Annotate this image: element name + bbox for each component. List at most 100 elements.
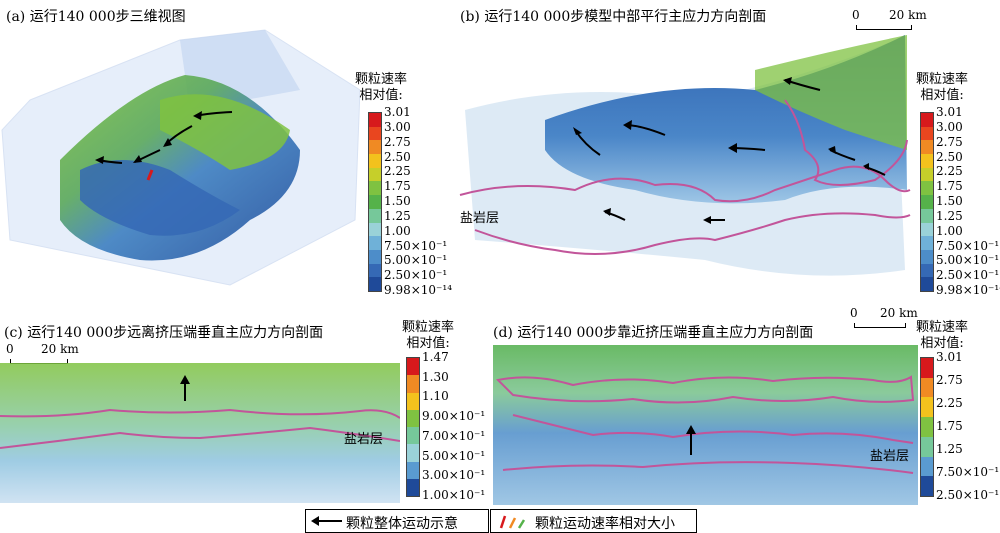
colorbar-segment: [921, 140, 933, 155]
colorbar-segment: [921, 358, 933, 378]
colorbar-segment: [921, 222, 933, 237]
colorbar-segment: [921, 377, 933, 398]
panel-c: (c) 运行140 000步远离挤压端垂直主应力方向剖面 0 20 km 盐岩层: [0, 318, 405, 503]
salt-layer-label-d: 盐岩层: [870, 449, 910, 464]
colorbar-tick-label: 5.00×10⁻¹: [936, 253, 1000, 268]
colorbar-tick-label: 5.00×10⁻¹: [422, 448, 486, 463]
colorbar-tick-label: 2.25: [936, 164, 963, 179]
colored-arrows-icon: [499, 515, 526, 529]
colorbar-tick-label: 2.50: [936, 149, 963, 164]
colorbar-segment: [369, 113, 381, 127]
colorbar-segment: [369, 263, 381, 278]
colorbar-segment: [407, 409, 419, 427]
colorbar-tick-label: 1.30: [422, 369, 449, 384]
colorbar-tick-label: 9.98×10⁻¹⁴: [936, 283, 1000, 297]
colorbar-tick-label: 7.50×10⁻¹: [936, 465, 1000, 479]
panel-d-section: [493, 345, 918, 505]
colorbar-tick-label: 1.00: [384, 223, 411, 238]
panel-b-title: (b) 运行140 000步模型中部平行主应力方向剖面: [460, 9, 767, 25]
colorbar-tick-label: 2.25: [384, 164, 411, 179]
colorbar-c-title-line1: 颗粒速率: [402, 320, 455, 335]
scale-bar-b-label: 20 km: [889, 8, 927, 22]
colorbar-segment: [369, 154, 381, 168]
scale-bar-c: 0 20 km: [6, 342, 96, 364]
panel-d-title: (d) 运行140 000步靠近挤压端垂直主应力方向剖面: [493, 325, 814, 341]
colorbar-tick-label: 1.75: [384, 179, 411, 194]
colorbar-tick-label: 1.75: [936, 179, 963, 194]
colorbar-tick-label: 3.00: [384, 119, 411, 134]
colorbar-c: [406, 357, 420, 497]
colorbar-tick-label: 2.50×10⁻¹: [936, 488, 1000, 502]
colorbar-segment: [921, 113, 933, 127]
colorbar-c-title: 颗粒速率 相对值:: [402, 320, 454, 352]
colorbar-segment: [369, 140, 381, 155]
colorbar-segment: [921, 476, 933, 496]
colorbar-tick-label: 7.00×10⁻¹: [422, 428, 486, 443]
colorbar-tick-label: 2.50×10⁻¹: [936, 268, 1000, 283]
colorbar-segment: [369, 195, 381, 209]
scale-bar-d-line: [854, 323, 906, 328]
colorbar-tick-label: 9.98×10⁻¹⁴: [384, 283, 452, 297]
colorbar-tick-label: 1.10: [422, 389, 449, 404]
colorbar-d-title-line2: 相对值:: [920, 336, 964, 351]
colorbar-tick-label: 3.00×10⁻¹: [422, 468, 486, 483]
colorbar-tick-label: 2.25: [936, 396, 963, 410]
legend-arrow-text: 颗粒整体运动示意: [346, 516, 458, 532]
colorbar-segment: [369, 222, 381, 237]
panel-a-title: (a) 运行140 000步三维视图: [6, 9, 186, 25]
colorbar-b: [920, 112, 934, 292]
panel-b-section: [459, 35, 911, 276]
colorbar-segment: [921, 397, 933, 418]
colorbar-tick-label: 1.25: [384, 208, 411, 223]
colorbar-segment: [369, 167, 381, 182]
legend-arrow-box: 颗粒整体运动示意: [305, 509, 489, 533]
colorbar-segment: [921, 181, 933, 196]
colorbar-tick-label: 3.01: [936, 350, 963, 364]
panel-c-title: (c) 运行140 000步远离挤压端垂直主应力方向剖面: [4, 325, 324, 341]
colorbar-tick-label: 3.01: [384, 105, 411, 119]
colorbar-segment: [921, 154, 933, 168]
colorbar-segment: [921, 236, 933, 250]
colorbar-segment: [921, 436, 933, 457]
colorbar-segment: [369, 249, 381, 264]
colorbar-tick-label: 1.50: [384, 194, 411, 208]
legend-rate-text: 颗粒运动速率相对大小: [535, 516, 675, 532]
scale-bar-c-zero: 0: [6, 342, 14, 356]
colorbar-tick-label: 1.00: [936, 223, 963, 238]
colorbar-tick-label: 2.75: [936, 373, 963, 387]
legend-rate-box: 颗粒运动速率相对大小: [490, 509, 697, 533]
colorbar-a-title-line1: 颗粒速率: [355, 72, 408, 87]
panel-a: (a) 运行140 000步三维视图: [0, 0, 390, 290]
colorbar-segment: [921, 263, 933, 278]
colorbar-segment: [921, 249, 933, 264]
colorbar-segment: [369, 126, 381, 141]
colorbar-tick-label: 2.75: [384, 134, 411, 149]
colorbar-tick-label: 1.25: [936, 442, 963, 456]
colorbar-tick-label: 1.25: [936, 208, 963, 223]
colorbar-segment: [407, 375, 419, 393]
colorbar-d: [920, 357, 934, 497]
colorbar-segment: [369, 236, 381, 250]
colorbar-segment: [921, 277, 933, 291]
colorbar-segment: [369, 208, 381, 223]
colorbar-segment: [407, 392, 419, 410]
salt-layer-label-c: 盐岩层: [344, 432, 384, 447]
colorbar-segment: [921, 417, 933, 437]
panel-c-section: [0, 363, 400, 503]
panel-d: (d) 运行140 000步靠近挤压端垂直主应力方向剖面 0 20 km 盐岩层: [493, 306, 923, 505]
scale-bar-d-zero: 0: [850, 306, 858, 320]
colorbar-segment: [921, 456, 933, 477]
scale-bar-b: 0 20 km: [852, 8, 942, 30]
salt-layer-label-b: 盐岩层: [460, 211, 500, 226]
colorbar-segment: [407, 444, 419, 462]
colorbar-segment: [407, 427, 419, 445]
colorbar-a-title-line2: 相对值:: [359, 88, 403, 103]
scale-bar-b-line: [856, 25, 912, 30]
scale-bar-b-zero: 0: [852, 8, 860, 22]
colorbar-tick-label: 7.50×10⁻¹: [384, 238, 448, 253]
colorbar-tick-label: 2.50: [384, 149, 411, 164]
scale-bar-d-label: 20 km: [880, 306, 918, 320]
colorbar-tick-label: 1.47: [422, 350, 449, 364]
colorbar-tick-label: 1.75: [936, 419, 963, 433]
colorbar-a: [368, 112, 382, 292]
